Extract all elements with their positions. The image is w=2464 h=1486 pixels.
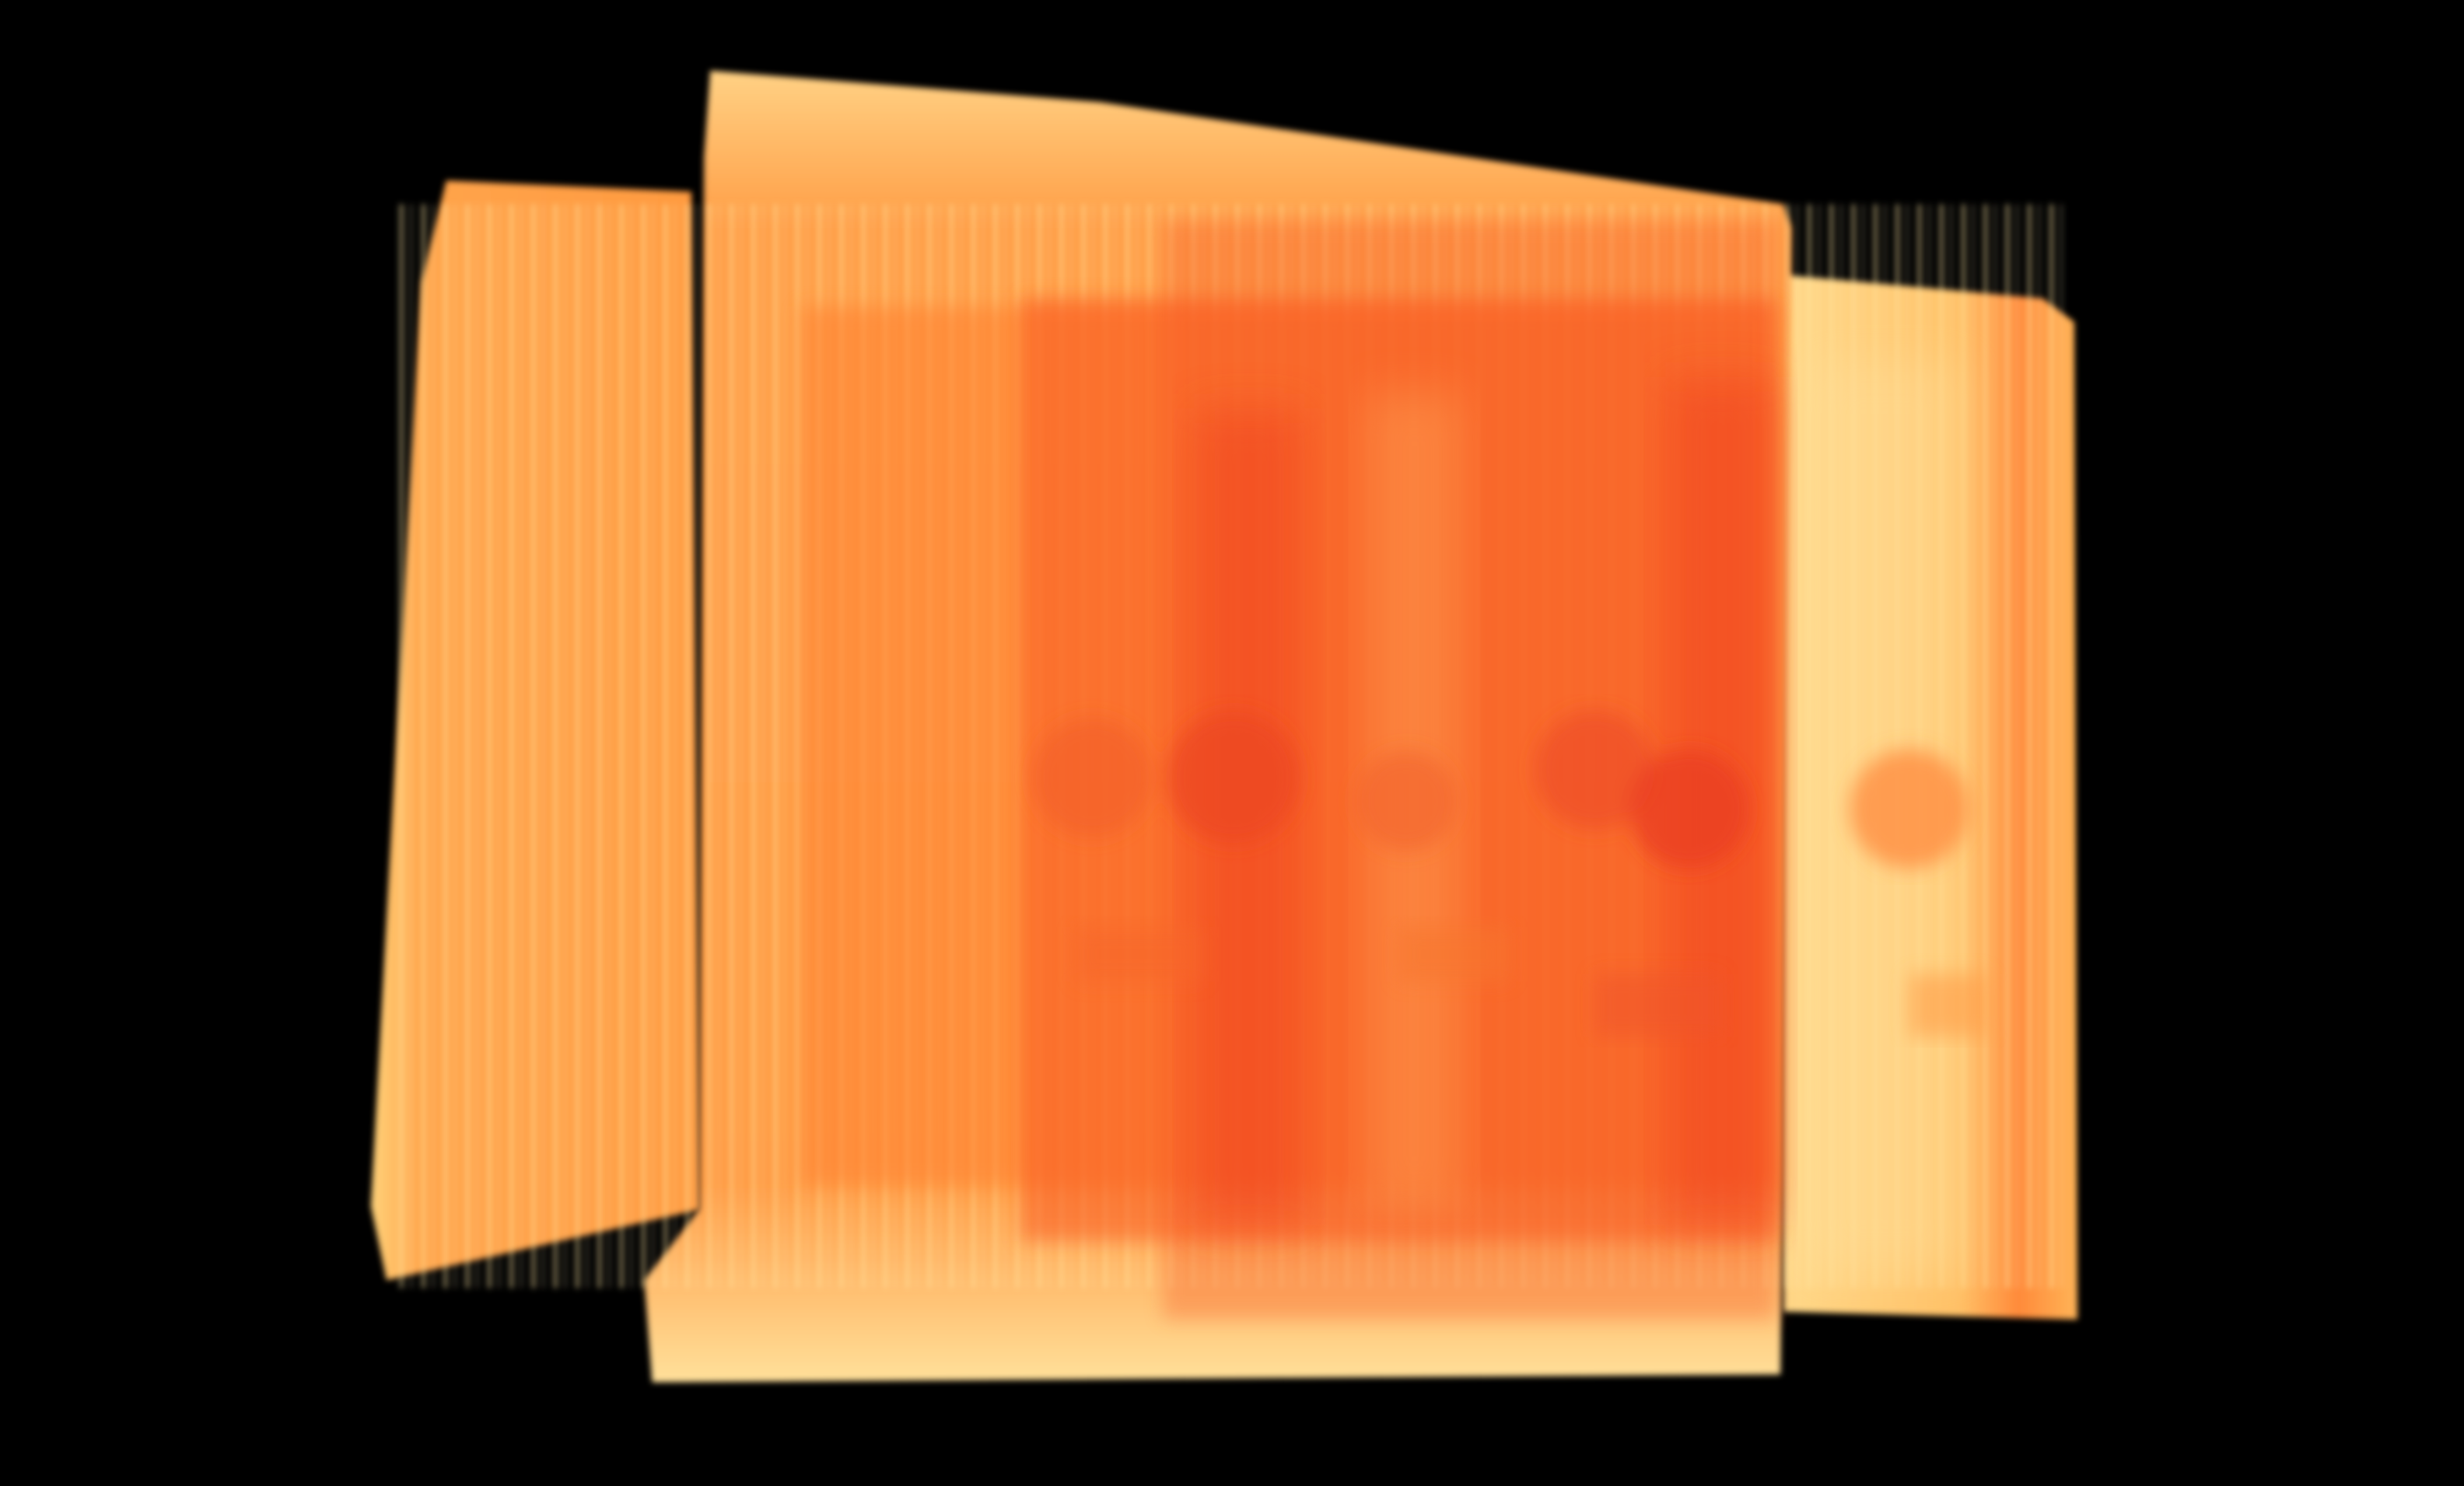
notch xyxy=(1909,974,1988,1037)
notches xyxy=(1076,926,1988,1037)
notch xyxy=(1076,926,1202,982)
hole xyxy=(1356,750,1457,851)
hole xyxy=(1167,712,1300,844)
hole-row xyxy=(1032,710,1969,869)
hole xyxy=(1535,710,1655,830)
hole xyxy=(1032,718,1152,837)
hole xyxy=(1629,749,1749,869)
notch xyxy=(1398,926,1509,982)
notch xyxy=(1594,974,1721,1037)
hole xyxy=(1850,749,1969,869)
